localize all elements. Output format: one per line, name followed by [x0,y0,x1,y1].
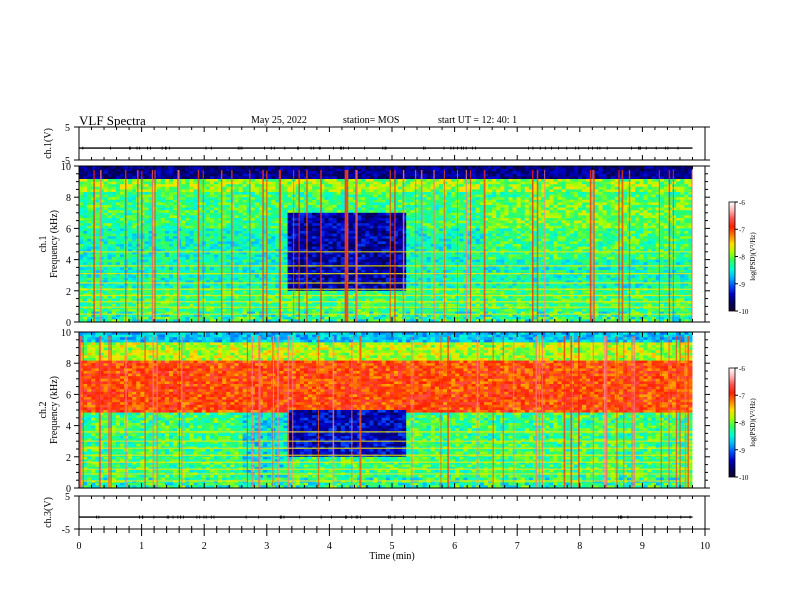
colorbar-tick-label: -8 [739,254,745,262]
x-tick-label: 1 [139,541,144,552]
colorbar-tick-label: -7 [739,226,745,234]
y-tick-label: -5 [62,156,70,167]
colorbar-tick-label: -6 [739,365,745,373]
start-time-label: start UT = 12: 40: 1 [438,115,518,126]
x-tick-label: 2 [202,541,207,552]
colorbar-tick-label: -9 [739,447,745,455]
x-tick-label: 4 [327,541,332,552]
date-label: May 25, 2022 [251,115,307,126]
y-tick-label: 2 [66,453,71,464]
y-tick-label: 5 [65,492,70,503]
y-tick-label: 10 [61,328,71,339]
y-tick-label: 5 [65,123,70,134]
colorbar-label: log(PSD)(V²/Hz) [749,398,757,447]
x-tick-label: 7 [515,541,520,552]
y-tick-label: 0 [66,484,71,495]
x-tick-label: 0 [77,541,82,552]
colorbar-tick-label: -7 [739,392,745,400]
y-tick-label: 10 [61,162,71,173]
y-tick-label: 0 [66,318,71,329]
y-tick-label: 8 [66,193,71,204]
colorbar-tick-label: -10 [739,474,749,482]
x-tick-label: 9 [640,541,645,552]
spectrogram-1 [79,166,705,323]
x-tick-label: 8 [577,541,582,552]
chart-title: VLF Spectra [79,113,146,128]
y-tick-label: 6 [66,224,71,235]
y-tick-label: 6 [66,390,71,401]
y-axis-channel-label: ch.1 [38,236,49,253]
y-axis-label: Frequency (kHz) [49,210,60,278]
x-tick-label: 3 [264,541,269,552]
y-axis-label: ch.1(V) [43,128,54,159]
spectrogram-2 [79,332,705,489]
y-tick-label: 4 [66,422,71,433]
colorbar-label: log(PSD)(V²/Hz) [749,232,757,281]
x-tick-label: 6 [452,541,457,552]
y-tick-label: -5 [62,525,70,536]
colorbar-tick-label: -9 [739,281,745,289]
x-tick-label: 5 [390,541,395,552]
y-axis-channel-label: ch.2 [38,402,49,419]
y-axis-label: ch.3(V) [43,497,54,528]
colorbar-1 [728,201,736,312]
x-axis-label: Time (min) [369,551,414,562]
colorbar-tick-label: -6 [739,199,745,207]
colorbar-tick-label: -8 [739,420,745,428]
colorbar-tick-label: -10 [739,308,749,316]
colorbar-2 [728,367,736,478]
y-axis-label: Frequency (kHz) [49,376,60,444]
y-tick-label: 4 [66,256,71,267]
y-tick-label: 8 [66,359,71,370]
station-label: station= MOS [343,115,400,126]
y-tick-label: 2 [66,287,71,298]
x-tick-label: 10 [700,541,710,552]
